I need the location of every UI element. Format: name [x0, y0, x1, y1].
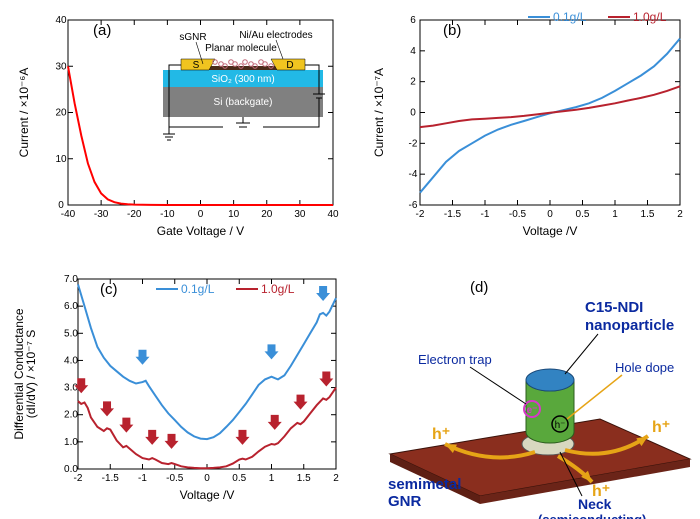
svg-text:20: 20: [261, 209, 273, 220]
svg-text:2: 2: [410, 77, 416, 88]
svg-text:D: D: [286, 60, 293, 71]
svg-text:h⁺: h⁺: [652, 419, 670, 436]
svg-text:Voltage /V: Voltage /V: [180, 488, 235, 502]
svg-text:C15-NDI: C15-NDI: [585, 299, 643, 316]
svg-text:1: 1: [612, 209, 618, 220]
svg-text:Planar molecule: Planar molecule: [205, 43, 277, 54]
svg-text:4.0: 4.0: [64, 355, 78, 366]
svg-text:0: 0: [410, 108, 416, 119]
svg-text:sGNR: sGNR: [179, 32, 206, 43]
svg-text:2.0: 2.0: [64, 410, 78, 421]
svg-text:Current / ×10⁻⁷A: Current / ×10⁻⁷A: [372, 68, 386, 157]
svg-text:1.5: 1.5: [297, 473, 311, 484]
svg-text:-1.5: -1.5: [102, 473, 120, 484]
svg-text:(semiconducting): (semiconducting): [538, 512, 646, 519]
svg-text:h⁺: h⁺: [432, 426, 450, 443]
chart-a-svg: -40-30-20-10010203040010203040Gate Volta…: [8, 5, 353, 250]
svg-text:10: 10: [228, 209, 240, 220]
svg-text:1.0: 1.0: [64, 437, 78, 448]
panel-b: -2-1.5-1-0.500.511.52-6-4-20246Voltage /…: [363, 5, 698, 250]
svg-text:0: 0: [198, 209, 204, 220]
svg-text:-20: -20: [127, 209, 142, 220]
svg-text:Hole dope: Hole dope: [615, 360, 674, 375]
panel-a: -40-30-20-10010203040010203040Gate Volta…: [8, 5, 353, 250]
svg-text:4: 4: [410, 46, 416, 57]
svg-text:nanoparticle: nanoparticle: [585, 317, 674, 334]
svg-text:0: 0: [547, 209, 553, 220]
svg-text:Si (backgate): Si (backgate): [214, 97, 273, 108]
svg-text:(d): (d): [470, 279, 488, 296]
svg-text:-10: -10: [160, 209, 175, 220]
svg-text:0: 0: [58, 200, 64, 211]
svg-text:1.0g/L: 1.0g/L: [633, 10, 667, 24]
svg-text:40: 40: [55, 15, 67, 26]
svg-text:Electron trap: Electron trap: [418, 352, 492, 367]
svg-text:Neck: Neck: [578, 496, 612, 512]
panel-d-svg: (d)e⁻h⁻h⁺h⁺h⁺C15-NDInanoparticleElectron…: [360, 264, 700, 514]
svg-text:Gate Voltage / V: Gate Voltage / V: [157, 224, 244, 238]
svg-text:-1: -1: [138, 473, 147, 484]
svg-text:-4: -4: [409, 169, 418, 180]
svg-text:1.0g/L: 1.0g/L: [261, 282, 295, 296]
svg-text:6: 6: [410, 15, 416, 26]
panel-a-label: (a): [93, 22, 111, 39]
svg-text:10: 10: [55, 154, 67, 165]
panel-d: (d)e⁻h⁻h⁺h⁺h⁺C15-NDInanoparticleElectron…: [360, 264, 700, 514]
svg-text:-1.5: -1.5: [444, 209, 462, 220]
svg-text:SiO₂ (300 nm): SiO₂ (300 nm): [211, 74, 274, 85]
svg-text:40: 40: [327, 209, 339, 220]
svg-text:5.0: 5.0: [64, 328, 78, 339]
chart-c-svg: -2-1.5-1-0.500.511.520.01.02.03.04.05.06…: [8, 264, 353, 514]
svg-text:0.5: 0.5: [232, 473, 246, 484]
svg-text:(dI/dV) / ×10⁻⁷ S: (dI/dV) / ×10⁻⁷ S: [24, 330, 38, 418]
svg-text:30: 30: [294, 209, 306, 220]
svg-text:-0.5: -0.5: [509, 209, 527, 220]
svg-text:7.0: 7.0: [64, 274, 78, 285]
svg-text:2: 2: [677, 209, 683, 220]
svg-text:Ni/Au electrodes: Ni/Au electrodes: [239, 30, 312, 41]
svg-text:0: 0: [204, 473, 210, 484]
svg-text:0.0: 0.0: [64, 464, 78, 475]
svg-text:GNR: GNR: [388, 493, 422, 510]
svg-text:1: 1: [269, 473, 275, 484]
svg-text:e⁻: e⁻: [527, 405, 538, 416]
svg-text:-2: -2: [409, 138, 418, 149]
svg-text:1.5: 1.5: [641, 209, 655, 220]
svg-text:-0.5: -0.5: [166, 473, 184, 484]
svg-text:S: S: [193, 60, 200, 71]
svg-text:6.0: 6.0: [64, 301, 78, 312]
svg-text:-6: -6: [409, 200, 418, 211]
panel-b-label: (b): [443, 22, 461, 39]
panel-c: -2-1.5-1-0.500.511.520.01.02.03.04.05.06…: [8, 264, 353, 514]
svg-text:20: 20: [55, 108, 67, 119]
svg-text:h⁻: h⁻: [555, 420, 566, 431]
svg-text:2: 2: [333, 473, 339, 484]
svg-text:0.1g/L: 0.1g/L: [181, 282, 215, 296]
svg-text:semimetal: semimetal: [388, 476, 461, 493]
chart-b-svg: -2-1.5-1-0.500.511.52-6-4-20246Voltage /…: [363, 5, 698, 250]
svg-text:0.5: 0.5: [576, 209, 590, 220]
panel-c-label: (c): [100, 281, 118, 298]
svg-text:Current / ×10⁻⁶A: Current / ×10⁻⁶A: [17, 68, 31, 158]
svg-text:Voltage /V: Voltage /V: [523, 224, 578, 238]
svg-text:-1: -1: [481, 209, 490, 220]
svg-text:3.0: 3.0: [64, 383, 78, 394]
svg-text:0.1g/L: 0.1g/L: [553, 10, 587, 24]
svg-text:-30: -30: [94, 209, 109, 220]
svg-text:30: 30: [55, 61, 67, 72]
